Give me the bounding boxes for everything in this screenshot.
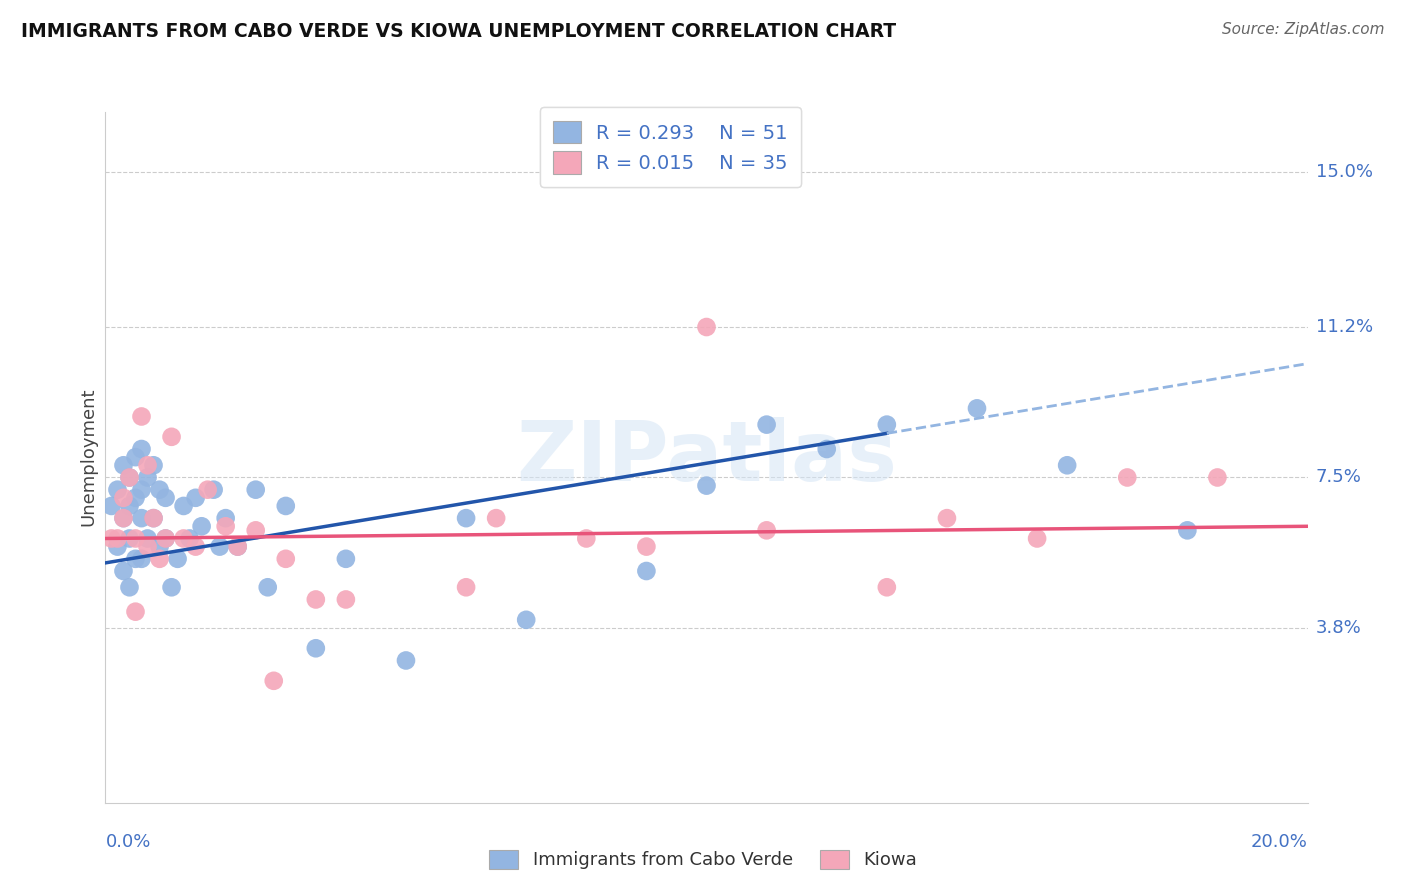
Point [245,483,267,497]
Point [305,592,328,607]
Point [136,540,159,554]
Point [148,483,170,497]
Point [136,458,159,473]
Point [112,511,135,525]
Point [160,430,183,444]
Point [148,551,170,566]
Point [131,511,153,525]
Point [214,519,236,533]
Text: 20.0%: 20.0% [1251,833,1308,851]
Point [118,532,141,546]
Point [173,499,195,513]
Point [335,551,357,566]
Point [226,540,249,554]
Point [131,409,153,424]
Point [131,551,153,566]
Point [173,532,195,546]
Point [454,511,477,525]
Point [155,491,177,505]
Point [256,580,278,594]
Point [142,511,165,525]
Point [202,483,225,497]
Point [636,564,658,578]
Text: IMMIGRANTS FROM CABO VERDE VS KIOWA UNEMPLOYMENT CORRELATION CHART: IMMIGRANTS FROM CABO VERDE VS KIOWA UNEM… [21,22,896,41]
Point [166,551,188,566]
Point [197,483,219,497]
Point [454,580,477,594]
Point [107,483,129,497]
Text: ZIPatlas: ZIPatlas [516,417,897,498]
Point [515,613,537,627]
Text: 3.8%: 3.8% [1316,619,1361,637]
Text: 11.2%: 11.2% [1316,318,1374,336]
Y-axis label: Unemployment: Unemployment [79,388,97,526]
Point [274,499,297,513]
Point [124,491,146,505]
Point [214,511,236,525]
Legend: R = 0.293    N = 51, R = 0.015    N = 35: R = 0.293 N = 51, R = 0.015 N = 35 [540,107,801,187]
Point [305,641,328,656]
Point [696,478,718,492]
Point [124,532,146,546]
Point [815,442,838,456]
Point [142,511,165,525]
Point [112,511,135,525]
Text: 15.0%: 15.0% [1316,163,1372,181]
Point [124,450,146,464]
Point [184,491,207,505]
Point [142,458,165,473]
Point [118,470,141,484]
Point [155,532,177,546]
Point [136,470,159,484]
Point [155,532,177,546]
Point [1116,470,1139,484]
Point [1026,532,1049,546]
Point [1056,458,1078,473]
Point [118,499,141,513]
Text: Source: ZipAtlas.com: Source: ZipAtlas.com [1222,22,1385,37]
Point [395,653,418,667]
Point [124,605,146,619]
Point [100,532,122,546]
Point [226,540,249,554]
Point [179,532,201,546]
Point [485,511,508,525]
Point [245,524,267,538]
Point [636,540,658,554]
Text: 0.0%: 0.0% [105,833,150,851]
Point [966,401,988,416]
Point [148,540,170,554]
Point [274,551,297,566]
Point [112,458,135,473]
Point [755,417,778,432]
Legend: Immigrants from Cabo Verde, Kiowa: Immigrants from Cabo Verde, Kiowa [481,840,925,879]
Point [118,580,141,594]
Point [876,417,898,432]
Point [936,511,959,525]
Point [100,499,122,513]
Point [107,532,129,546]
Point [118,470,141,484]
Point [755,524,778,538]
Point [136,532,159,546]
Point [1175,524,1198,538]
Point [335,592,357,607]
Point [190,519,212,533]
Point [112,564,135,578]
Point [208,540,231,554]
Point [131,442,153,456]
Text: 7.5%: 7.5% [1316,468,1362,486]
Point [575,532,598,546]
Point [124,551,146,566]
Point [160,580,183,594]
Point [1206,470,1229,484]
Point [876,580,898,594]
Point [263,673,285,688]
Point [131,483,153,497]
Point [696,320,718,334]
Point [107,540,129,554]
Point [184,540,207,554]
Point [112,491,135,505]
